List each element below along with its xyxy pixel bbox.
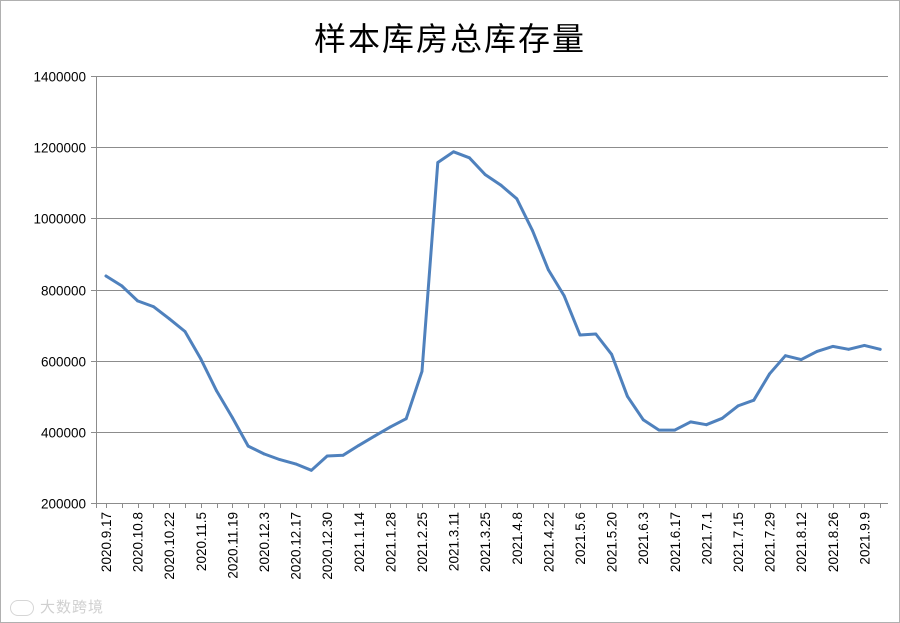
series-layer	[104, 150, 882, 472]
x-tick-label: 2021.5.20	[605, 512, 620, 572]
y-tick-label: 200000	[41, 497, 86, 512]
data-point	[815, 350, 819, 353]
data-point	[831, 345, 835, 348]
x-tick-label: 2021.4.22	[541, 512, 556, 572]
x-tick-label: 2021.4.8	[510, 512, 525, 565]
x-tick-label: 2021.9.9	[857, 512, 872, 565]
series-line	[104, 150, 882, 472]
data-point	[878, 347, 882, 351]
y-tick-label: 1200000	[33, 141, 86, 156]
data-point	[183, 330, 187, 333]
data-point	[294, 462, 297, 466]
x-tick-label: 2021.6.3	[636, 512, 651, 565]
data-point	[341, 453, 345, 457]
data-point	[736, 404, 740, 408]
data-point	[847, 347, 850, 351]
data-point	[310, 468, 313, 472]
x-tick-label: 2020.10.8	[131, 512, 146, 572]
watermark-text: 大数跨境	[40, 598, 105, 616]
x-tick-label: 2020.12.30	[320, 512, 335, 580]
data-point	[468, 156, 471, 160]
data-point	[452, 150, 455, 154]
data-point	[136, 299, 140, 303]
watermark: 大数跨境	[10, 596, 104, 617]
data-point	[404, 417, 408, 421]
x-tick-label: 2020.12.17	[289, 512, 304, 580]
x-tick-label: 2021.3.25	[478, 512, 493, 572]
x-tick-label: 2021.7.29	[763, 512, 778, 572]
data-point	[420, 369, 424, 373]
data-point	[436, 161, 440, 164]
x-tick-label: 2021.2.25	[415, 512, 430, 572]
x-tick-label: 2021.5.6	[573, 512, 588, 565]
x-tick-label: 2021.1.28	[383, 512, 398, 572]
data-point	[531, 229, 534, 233]
data-point	[594, 332, 598, 336]
data-point	[246, 444, 250, 448]
data-point	[768, 372, 771, 376]
data-point	[278, 458, 282, 461]
data-point	[515, 197, 519, 201]
data-point	[215, 389, 219, 393]
y-tick-label: 400000	[41, 426, 86, 441]
data-point	[262, 452, 266, 456]
data-point	[483, 173, 487, 177]
data-point	[357, 444, 361, 447]
x-tick-label: 2021.1.14	[352, 512, 367, 573]
x-tick-label: 2020.11.19	[225, 512, 240, 579]
data-point	[373, 434, 376, 438]
data-point	[104, 274, 108, 278]
data-point	[152, 305, 155, 308]
data-point	[167, 317, 171, 321]
data-point	[578, 333, 582, 337]
data-point	[752, 398, 756, 402]
data-point	[547, 268, 550, 272]
data-point	[499, 183, 503, 187]
watermark-logo-icon	[10, 599, 34, 616]
x-tick-label: 2021.8.12	[794, 512, 809, 572]
axis-layer	[91, 76, 881, 508]
data-point	[705, 423, 708, 427]
data-point	[231, 416, 234, 419]
chart-title: 样本库房总库存量	[313, 20, 586, 58]
x-tick-label: 2020.12.3	[257, 512, 272, 572]
y-tick-label: 1000000	[33, 212, 86, 227]
x-tick-label: 2020.10.22	[162, 512, 177, 580]
data-point	[325, 454, 329, 458]
data-point	[673, 428, 677, 432]
y-tick-label: 800000	[41, 284, 86, 299]
x-tick-label: 2020.11.5	[194, 512, 209, 571]
data-point	[657, 428, 661, 432]
data-point	[626, 394, 629, 398]
data-point	[863, 344, 866, 347]
x-tick-labels: 2020.9.17 2020.10.8 2020.10.22 2020.11.5 202…	[99, 512, 872, 580]
x-tick-label: 2020.9.17	[99, 512, 114, 572]
x-tick-label: 2021.3.11	[447, 512, 462, 571]
data-point	[799, 358, 803, 361]
data-point	[720, 416, 724, 420]
x-tick-label: 2021.8.26	[826, 512, 841, 572]
data-point	[784, 354, 787, 358]
grid-layer	[96, 76, 888, 504]
x-tick-label: 2021.7.1	[699, 512, 714, 565]
x-tick-label: 2021.7.15	[731, 512, 746, 572]
data-point	[641, 418, 645, 422]
y-tick-labels: 200000 400000 600000 800000 1000000 1200000 14…	[33, 70, 86, 512]
data-point	[389, 425, 392, 429]
data-point	[562, 294, 566, 298]
data-point	[199, 357, 203, 361]
y-tick-label: 600000	[41, 355, 86, 370]
data-point	[610, 352, 613, 356]
y-tick-label: 1400000	[33, 70, 86, 85]
x-tick-label: 2021.6.17	[668, 512, 683, 572]
data-point	[120, 284, 124, 288]
data-point	[689, 420, 692, 424]
